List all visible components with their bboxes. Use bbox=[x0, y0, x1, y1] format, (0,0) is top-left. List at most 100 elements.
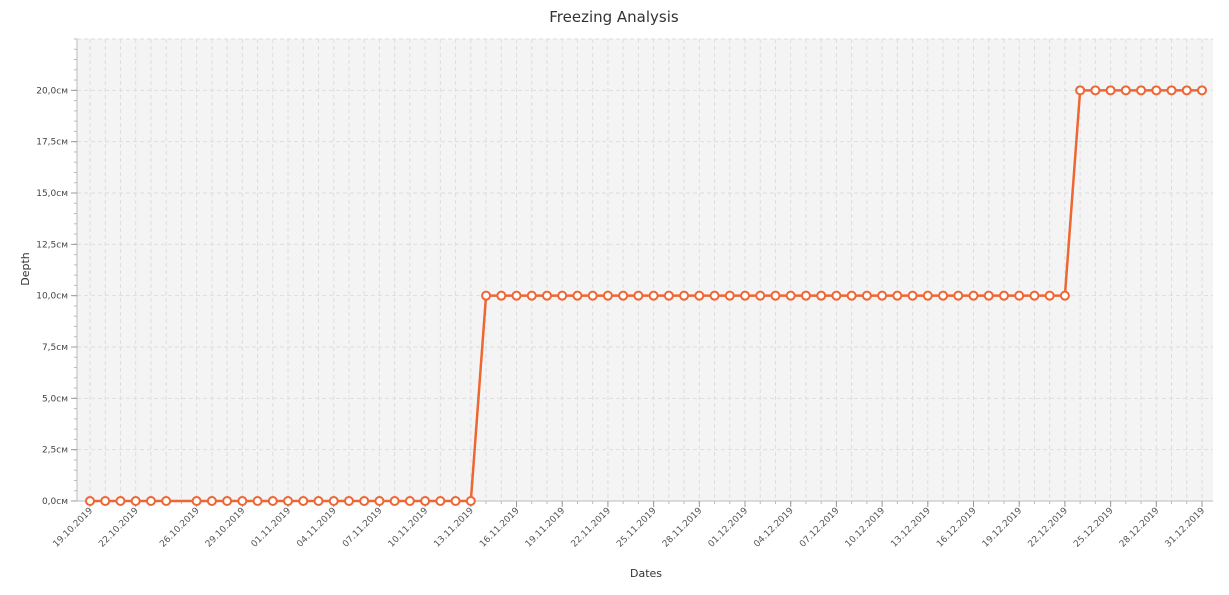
y-axis-label: Depth bbox=[19, 252, 32, 286]
x-tick-label: 01.11.2019 bbox=[250, 506, 294, 550]
data-point bbox=[587, 290, 598, 301]
data-point bbox=[968, 290, 979, 301]
data-point bbox=[435, 496, 446, 506]
data-point bbox=[1059, 290, 1070, 301]
data-point bbox=[481, 290, 492, 301]
data-point bbox=[343, 496, 354, 506]
y-tick-label: 10,0см bbox=[36, 292, 68, 302]
data-point bbox=[618, 290, 629, 301]
data-point bbox=[770, 290, 781, 301]
x-tick-label: 07.12.2019 bbox=[798, 506, 842, 550]
data-point bbox=[938, 290, 949, 301]
data-point bbox=[404, 496, 415, 506]
y-tick-label: 20,0см bbox=[36, 86, 68, 96]
data-point bbox=[222, 496, 233, 506]
data-point bbox=[861, 290, 872, 301]
data-point bbox=[328, 496, 339, 506]
series-layer bbox=[85, 85, 1207, 506]
data-point bbox=[648, 290, 659, 301]
y-tick-label: 0,0см bbox=[42, 497, 68, 507]
data-point bbox=[465, 496, 476, 506]
data-point bbox=[1014, 290, 1025, 301]
data-point bbox=[420, 496, 431, 506]
data-point bbox=[496, 290, 507, 301]
data-point bbox=[877, 290, 888, 301]
data-point bbox=[800, 290, 811, 301]
data-point bbox=[161, 496, 172, 506]
data-point bbox=[953, 290, 964, 301]
data-point bbox=[740, 290, 751, 301]
data-point bbox=[526, 290, 537, 301]
data-point bbox=[892, 290, 903, 301]
x-tick-label: 04.12.2019 bbox=[752, 506, 796, 550]
y-tick-label: 7,5см bbox=[42, 343, 68, 353]
data-point bbox=[206, 496, 217, 506]
x-tick-label: 13.12.2019 bbox=[889, 506, 933, 550]
x-tick-label: 16.11.2019 bbox=[478, 506, 522, 550]
data-point bbox=[1120, 85, 1131, 96]
data-point bbox=[724, 290, 735, 301]
x-tick-label: 31.12.2019 bbox=[1164, 506, 1208, 550]
data-point bbox=[191, 496, 202, 506]
data-point bbox=[313, 496, 324, 506]
x-axis-ticks: 19.10.2019 22.10.2019 26.10.2019 29.10.2019… bbox=[52, 501, 1208, 550]
grid-lines bbox=[77, 38, 1213, 502]
data-point bbox=[359, 496, 370, 506]
data-point bbox=[85, 496, 95, 506]
chart-title: Freezing Analysis bbox=[549, 8, 679, 26]
x-tick-label: 29.10.2019 bbox=[204, 506, 248, 550]
data-point bbox=[1197, 85, 1207, 96]
data-point bbox=[1151, 85, 1162, 96]
data-point bbox=[602, 290, 613, 301]
data-point bbox=[831, 290, 842, 301]
data-point bbox=[998, 290, 1009, 301]
data-point bbox=[633, 290, 644, 301]
data-point bbox=[785, 290, 796, 301]
x-tick-label: 22.12.2019 bbox=[1027, 506, 1071, 550]
data-point bbox=[557, 290, 568, 301]
data-point bbox=[1136, 85, 1147, 96]
data-point bbox=[237, 496, 248, 506]
x-tick-label: 22.11.2019 bbox=[570, 506, 614, 550]
data-point bbox=[100, 496, 111, 506]
x-tick-label: 19.12.2019 bbox=[981, 506, 1025, 550]
data-point bbox=[389, 496, 400, 506]
x-tick-label: 26.10.2019 bbox=[158, 506, 202, 550]
data-point bbox=[130, 496, 141, 506]
x-tick-label: 13.11.2019 bbox=[432, 506, 476, 550]
x-tick-label: 25.11.2019 bbox=[615, 506, 659, 550]
data-point bbox=[252, 496, 263, 506]
data-point bbox=[298, 496, 309, 506]
y-tick-label: 5,0см bbox=[42, 394, 68, 404]
data-point bbox=[572, 290, 583, 301]
x-tick-label: 10.12.2019 bbox=[844, 506, 888, 550]
data-point bbox=[541, 290, 552, 301]
x-tick-label: 28.11.2019 bbox=[661, 506, 705, 550]
x-tick-label: 04.11.2019 bbox=[295, 506, 339, 550]
x-tick-label: 07.11.2019 bbox=[341, 506, 385, 550]
y-tick-label: 12,5см bbox=[36, 240, 68, 250]
data-point bbox=[145, 496, 156, 506]
data-point bbox=[663, 290, 674, 301]
data-point bbox=[450, 496, 461, 506]
data-point bbox=[1029, 290, 1040, 301]
data-point bbox=[694, 290, 705, 301]
data-point bbox=[1105, 85, 1116, 96]
data-point bbox=[1044, 290, 1055, 301]
data-point bbox=[1090, 85, 1101, 96]
y-axis-ticks: 0,0см 2,5см 5,0см 7,5см 10,0см 12,5см 15,0см 17… bbox=[36, 38, 77, 507]
y-tick-label: 15,0см bbox=[36, 189, 68, 199]
x-tick-label: 10.11.2019 bbox=[387, 506, 431, 550]
x-tick-label: 25.12.2019 bbox=[1072, 506, 1116, 550]
data-point bbox=[922, 290, 933, 301]
data-point bbox=[1075, 85, 1086, 96]
plot-background bbox=[77, 39, 1213, 501]
data-point bbox=[1181, 85, 1192, 96]
data-point bbox=[374, 496, 385, 506]
x-tick-label: 22.10.2019 bbox=[97, 506, 141, 550]
data-point bbox=[267, 496, 278, 506]
x-tick-label: 19.11.2019 bbox=[524, 506, 568, 550]
data-point bbox=[511, 290, 522, 301]
data-point bbox=[816, 290, 827, 301]
y-tick-label: 2,5см bbox=[42, 446, 68, 456]
